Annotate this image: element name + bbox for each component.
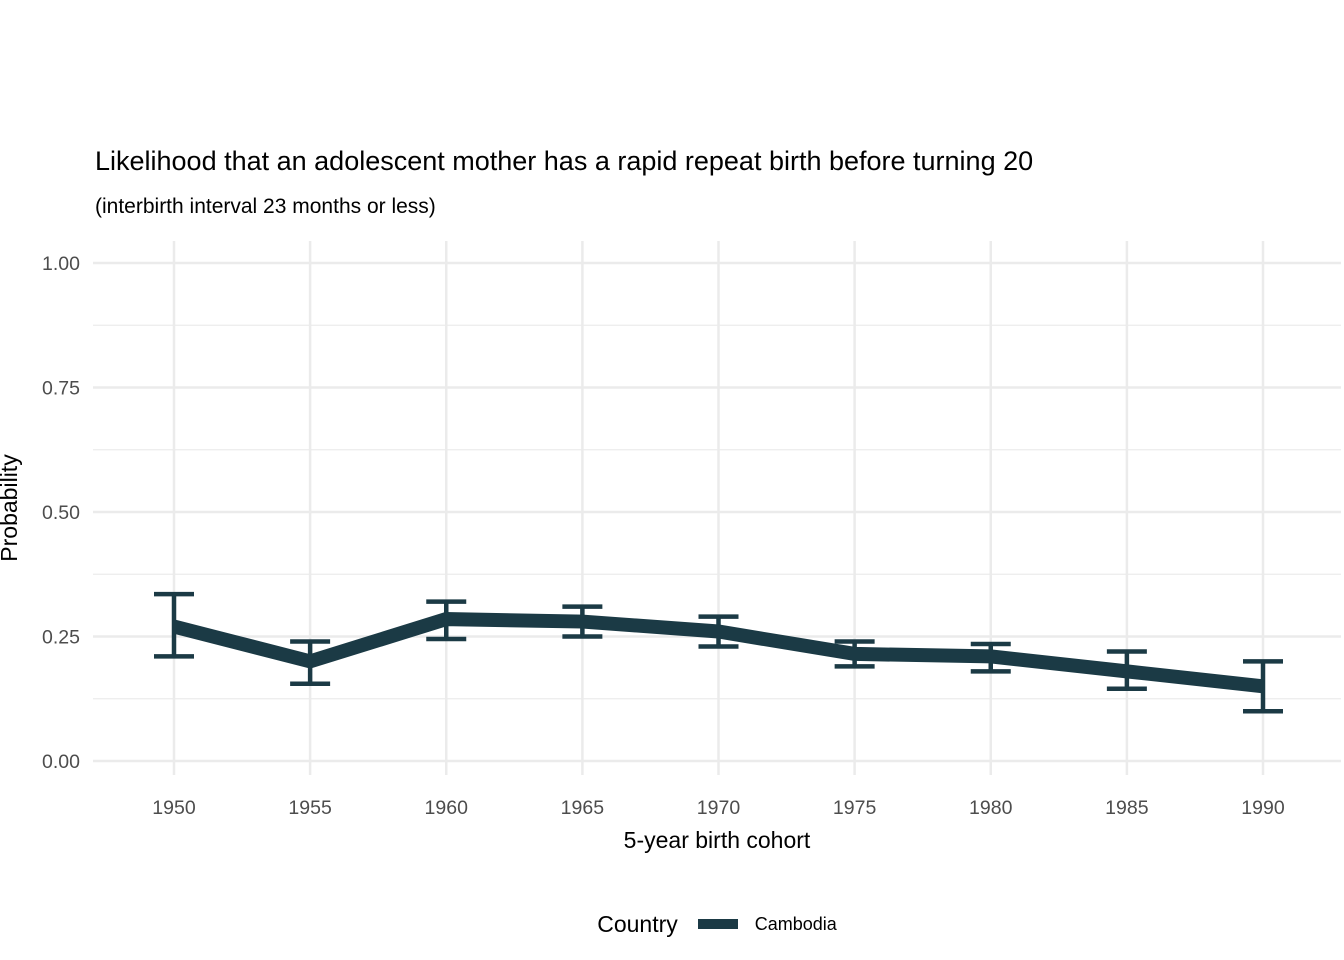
y-tick-label: 1.00 xyxy=(42,253,80,275)
y-tick-label: 0.50 xyxy=(42,502,80,524)
x-tick-label: 1950 xyxy=(152,797,196,819)
x-tick-label: 1955 xyxy=(288,797,332,819)
legend-line-swatch-icon xyxy=(697,919,738,929)
series-line-cambodia xyxy=(172,612,1264,694)
chart-title: Likelihood that an adolescent mother has… xyxy=(95,146,1034,176)
x-tick-label: 1965 xyxy=(561,797,605,819)
legend: Country Cambodia xyxy=(93,903,1341,945)
x-tick-label: 1980 xyxy=(969,797,1013,819)
y-tick-label: 0.00 xyxy=(42,751,80,773)
x-tick-label: 1960 xyxy=(425,797,469,819)
x-tick-label: 1990 xyxy=(1241,797,1285,819)
x-tick-label: 1985 xyxy=(1105,797,1149,819)
y-axis-title: Probability xyxy=(0,454,22,562)
x-tick-label: 1970 xyxy=(697,797,741,819)
x-axis-title: 5-year birth cohort xyxy=(623,827,811,853)
x-tick-label: 1975 xyxy=(833,797,877,819)
legend-title: Country xyxy=(597,910,678,937)
chart-subtitle: (interbirth interval 23 months or less) xyxy=(95,195,436,218)
legend-label-cambodia: Cambodia xyxy=(754,913,837,934)
y-tick-label: 0.25 xyxy=(42,627,80,649)
y-tick-label: 0.75 xyxy=(42,378,80,400)
